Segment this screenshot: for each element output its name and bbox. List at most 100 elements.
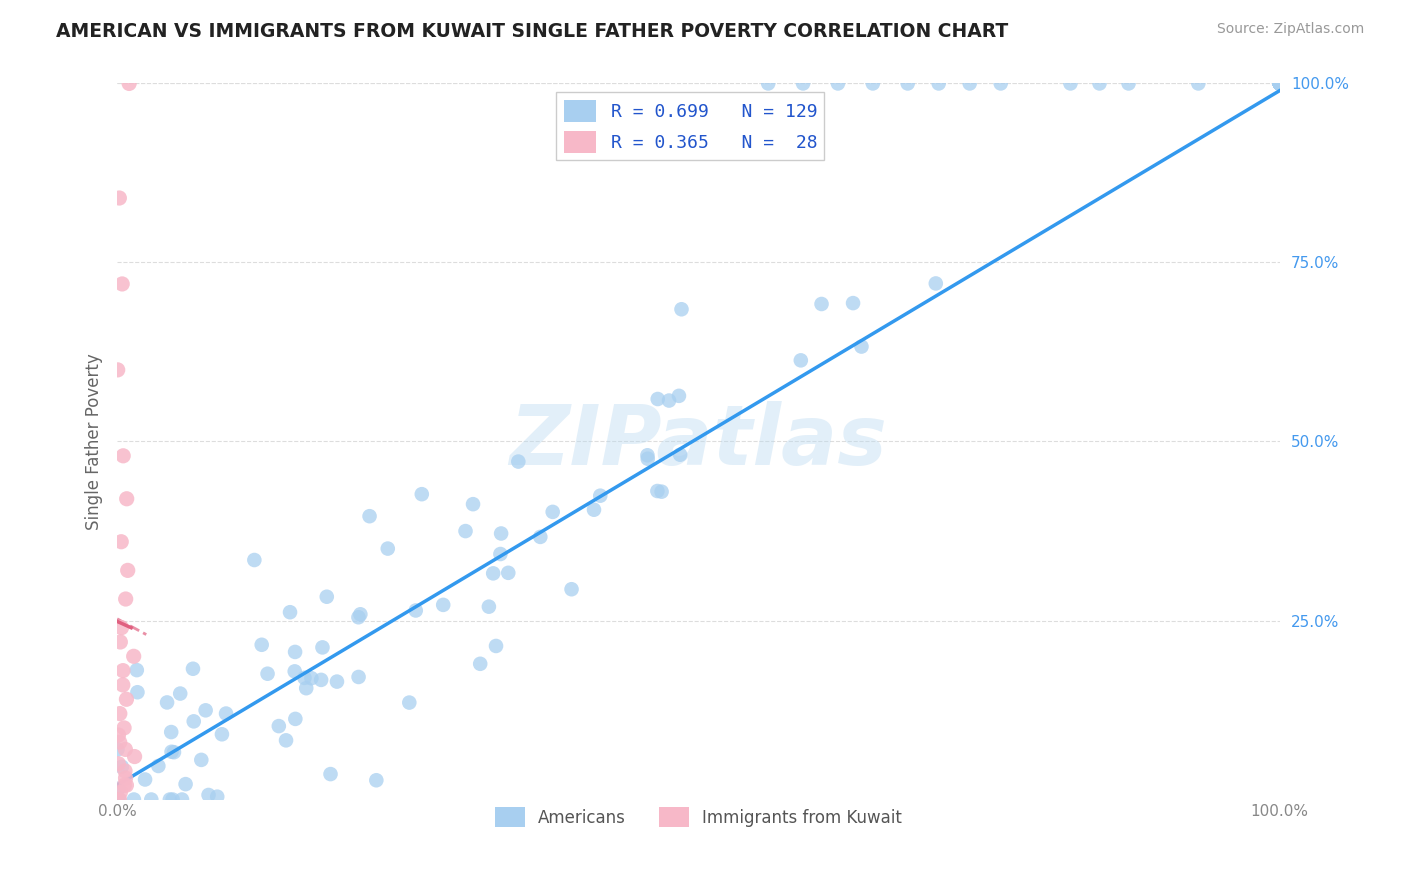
Point (107, 756, 129, 771)
Point (141, 792, 163, 806)
Point (470, 657, 492, 671)
Y-axis label: Single Father Poverty: Single Father Poverty (86, 353, 103, 530)
Point (1268, 77, 1291, 91)
Point (250, 638, 273, 652)
Point (211, 727, 233, 741)
Point (405, 603, 427, 617)
Point (1268, 77, 1291, 91)
Point (1268, 77, 1291, 91)
Point (827, 77, 849, 91)
Point (294, 671, 316, 685)
Point (112, 778, 135, 792)
Point (299, 671, 322, 685)
Point (107, 781, 129, 796)
Point (1268, 77, 1291, 91)
Point (411, 487, 433, 501)
Point (498, 566, 520, 580)
Point (215, 706, 238, 721)
Point (1268, 77, 1291, 91)
Point (124, 749, 146, 764)
Point (110, 534, 132, 549)
Point (284, 665, 307, 679)
Point (478, 599, 501, 614)
Point (112, 721, 135, 735)
Point (851, 340, 873, 354)
Point (117, 563, 139, 577)
Point (959, 77, 981, 91)
Point (127, 685, 149, 699)
Point (1268, 77, 1291, 91)
Point (928, 77, 950, 91)
Point (651, 484, 673, 499)
Point (114, 592, 136, 607)
Point (398, 696, 420, 710)
Point (1268, 77, 1291, 91)
Point (112, 449, 135, 463)
Point (671, 302, 693, 317)
Point (107, 792, 129, 806)
Point (1268, 77, 1291, 91)
Point (108, 191, 131, 205)
Point (489, 526, 512, 541)
Point (326, 674, 349, 689)
Point (115, 491, 138, 506)
Point (122, 792, 145, 806)
Point (194, 703, 217, 717)
Point (1268, 77, 1291, 91)
Point (658, 393, 681, 408)
Point (108, 706, 131, 721)
Point (862, 77, 884, 91)
Point (508, 454, 530, 468)
Point (110, 621, 132, 635)
Point (1268, 77, 1291, 91)
Point (454, 524, 477, 538)
Point (125, 663, 148, 677)
Point (1059, 77, 1081, 91)
Point (1118, 77, 1140, 91)
Point (284, 712, 307, 726)
Point (1268, 77, 1291, 91)
Point (319, 767, 342, 781)
Point (311, 640, 333, 655)
Point (637, 451, 659, 466)
Point (107, 792, 129, 806)
Point (197, 788, 219, 802)
Point (1268, 77, 1291, 91)
Point (669, 448, 692, 462)
Point (1268, 77, 1291, 91)
Point (647, 392, 669, 406)
Point (160, 745, 183, 759)
Point (174, 777, 197, 791)
Point (170, 792, 193, 806)
Point (990, 77, 1012, 91)
Point (114, 771, 136, 785)
Point (148, 759, 170, 773)
Point (243, 553, 266, 567)
Point (267, 719, 290, 733)
Point (160, 725, 183, 739)
Point (108, 792, 131, 806)
Point (111, 678, 134, 692)
Point (278, 605, 301, 619)
Point (1268, 77, 1291, 91)
Text: Source: ZipAtlas.com: Source: ZipAtlas.com (1216, 22, 1364, 37)
Point (1268, 77, 1291, 91)
Point (647, 483, 669, 498)
Point (274, 733, 297, 747)
Point (485, 639, 508, 653)
Point (107, 742, 129, 756)
Point (790, 353, 813, 368)
Point (295, 681, 318, 696)
Point (756, 77, 779, 91)
Point (108, 735, 131, 749)
Point (114, 764, 136, 778)
Point (897, 77, 920, 91)
Point (366, 773, 388, 788)
Point (482, 566, 505, 581)
Point (582, 502, 605, 516)
Point (107, 728, 129, 742)
Point (122, 649, 145, 664)
Point (432, 598, 454, 612)
Point (347, 610, 370, 624)
Point (107, 363, 129, 377)
